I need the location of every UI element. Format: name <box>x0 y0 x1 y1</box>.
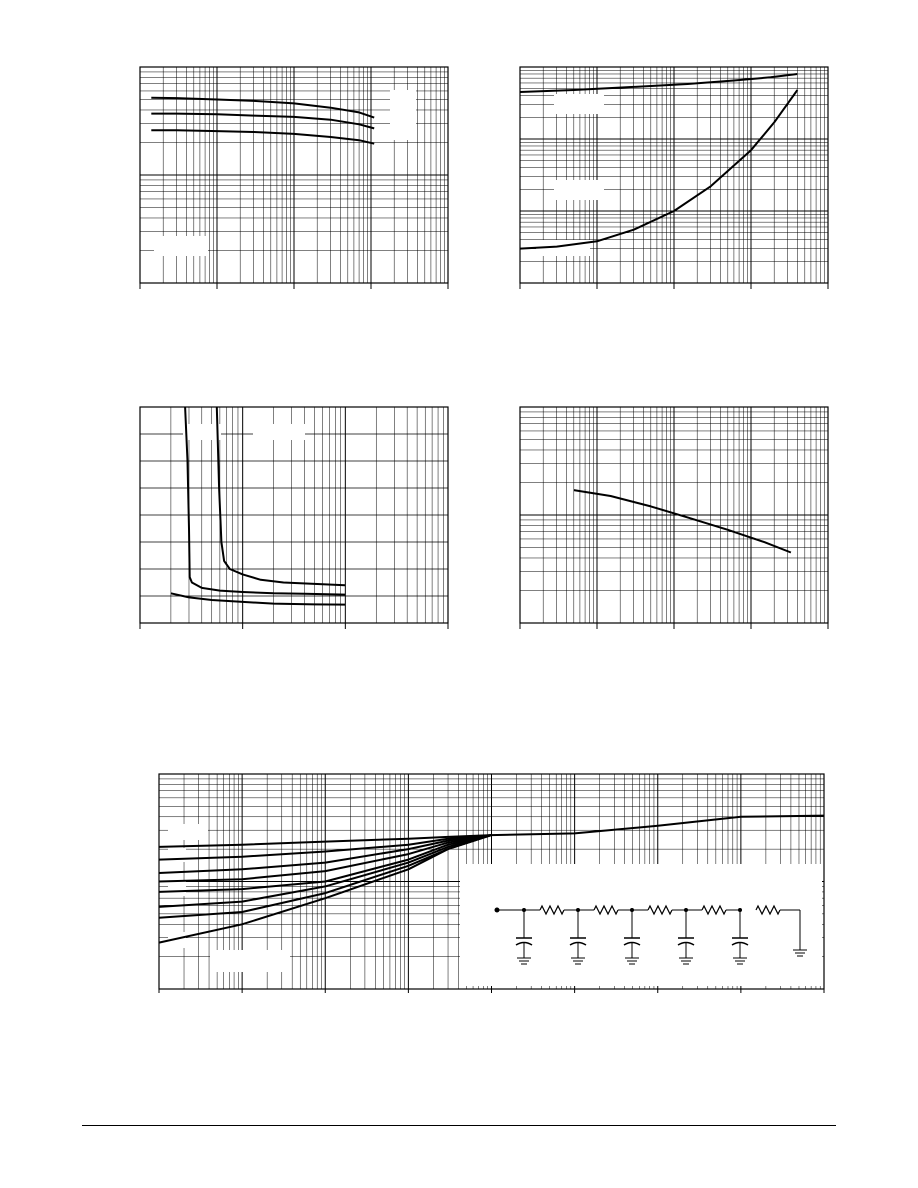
capacitor-plate-curved <box>677 941 695 946</box>
resistor <box>647 904 673 916</box>
resistor <box>701 904 727 916</box>
plot-frame <box>139 406 449 624</box>
capacitor-plate-curved <box>731 941 749 946</box>
plot-grid <box>519 406 829 629</box>
label-patch <box>390 90 416 140</box>
label-patch <box>183 424 221 440</box>
series-line-3 <box>151 129 375 145</box>
label-patch <box>253 424 305 440</box>
series-line-3 <box>158 834 492 874</box>
series-line-2 <box>158 834 492 861</box>
series-line-1 <box>184 406 346 596</box>
chart-middle-left <box>139 406 449 629</box>
plot-frame <box>519 66 829 284</box>
footer-rule <box>82 1125 836 1126</box>
chart-top-right <box>519 66 829 289</box>
series-line-2 <box>215 406 346 587</box>
series-line-4 <box>158 834 492 883</box>
label-patch <box>168 880 186 896</box>
series-line-8 <box>158 834 492 944</box>
chart-top-left <box>139 66 449 289</box>
plot-grid <box>139 406 449 629</box>
label-patch <box>154 236 208 256</box>
label-patch <box>554 94 604 114</box>
series-line-5 <box>158 834 492 893</box>
inset-background <box>460 864 822 986</box>
plot-frame <box>139 66 449 284</box>
plot-frame <box>519 406 829 624</box>
label-patch <box>168 824 208 840</box>
series-line-2 <box>151 112 375 130</box>
rc-network-inset <box>460 864 822 986</box>
label-patch <box>168 932 186 948</box>
series-line-6 <box>158 834 492 908</box>
resistor <box>755 904 781 916</box>
label-patch <box>554 180 604 200</box>
series-line-1 <box>151 96 375 119</box>
resistor <box>593 904 619 916</box>
resistor <box>539 904 565 916</box>
series-line-1 <box>519 73 798 93</box>
label-patch <box>210 950 290 972</box>
capacitor-plate-curved <box>515 941 533 946</box>
series-line-2 <box>519 89 799 250</box>
series-line-3 <box>170 592 346 606</box>
series-line-1 <box>573 489 792 554</box>
chart-middle-right <box>519 406 829 629</box>
capacitor-plate-curved <box>623 941 641 946</box>
capacitor-plate-curved <box>569 941 587 946</box>
